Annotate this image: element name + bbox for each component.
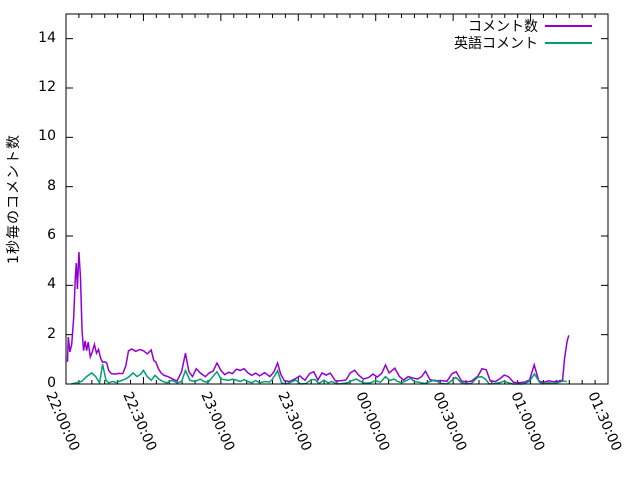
legend: コメント数 英語コメント <box>454 17 592 52</box>
legend-label-comments: コメント数 <box>468 18 538 35</box>
axis-ticks <box>65 14 609 385</box>
legend-line-sample-english-icon <box>545 41 592 44</box>
series-line-0 <box>66 251 570 384</box>
series-lines <box>66 251 570 385</box>
legend-label-english: 英語コメント <box>454 35 538 52</box>
legend-item-comments: コメント数 <box>454 17 592 35</box>
plot-border <box>65 13 609 385</box>
legend-line-sample-comments-icon <box>545 24 592 27</box>
legend-item-english: 英語コメント <box>454 34 592 52</box>
